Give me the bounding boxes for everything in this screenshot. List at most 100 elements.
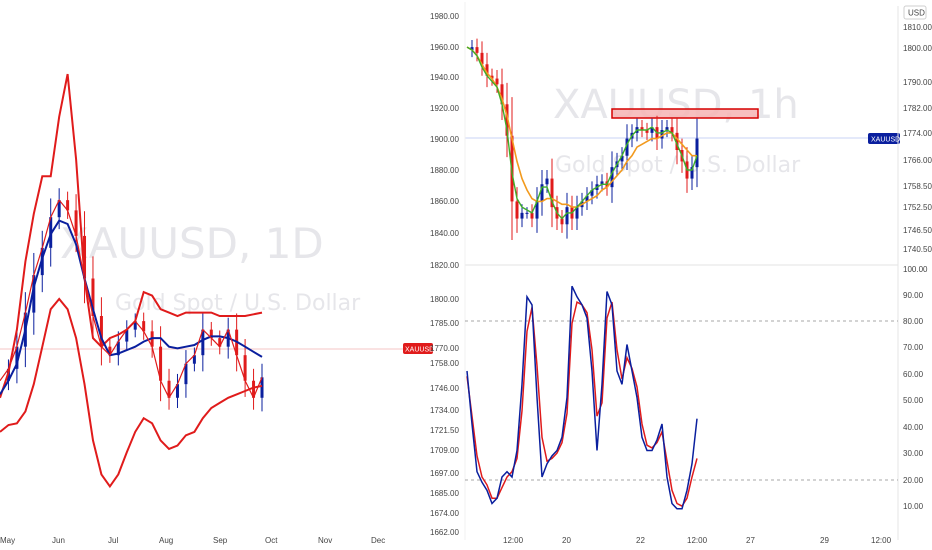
daily-candle-body <box>91 278 95 316</box>
daily-close-line <box>0 198 263 400</box>
hourly-x-tick: 29 <box>820 536 829 545</box>
right-axis-tick: 1800.00 <box>903 44 932 53</box>
hourly-candle-body <box>485 64 489 76</box>
daily-x-tick: Nov <box>318 536 332 545</box>
right-axis-tick: 40.00 <box>903 423 924 432</box>
daily-watermark: XAUUSD, 1D <box>60 219 324 268</box>
right-axis-tick: 70.00 <box>903 343 924 352</box>
hourly-candle-body <box>620 155 624 162</box>
daily-chart: XAUUSD, 1D Gold Spot / U.S. Dollar XAUUS… <box>0 73 434 545</box>
hourly-candle-body <box>675 132 679 150</box>
stoch-right-axis: 100.00 90.00 80.00 70.00 60.00 50.00 40.… <box>903 265 928 511</box>
daily-candle-body <box>83 235 87 279</box>
hourly-candle-body <box>690 167 694 179</box>
hourly-candle-body <box>625 138 629 156</box>
left-axis-tick: 1900.00 <box>430 135 459 144</box>
right-axis-tick: 1758.50 <box>903 182 932 191</box>
hourly-candle-body <box>590 190 594 196</box>
hourly-candle-body <box>665 127 669 130</box>
daily-x-tick: Oct <box>265 536 278 545</box>
hourly-candle-body <box>610 167 614 188</box>
left-axis-tick: 1840.00 <box>430 229 459 238</box>
right-axis-tick: 1766.00 <box>903 156 932 165</box>
left-axis-tick: 1960.00 <box>430 43 459 52</box>
daily-candle-body <box>243 355 247 381</box>
hourly-candle-body <box>520 212 524 219</box>
daily-candle-body <box>74 210 78 236</box>
hourly-candle-body <box>575 207 579 219</box>
hourly-candle-body <box>535 201 539 219</box>
left-axis-tick: 1662.00 <box>430 528 459 537</box>
right-axis-tick: 20.00 <box>903 476 924 485</box>
hourly-candles <box>470 38 699 240</box>
hourly-x-tick: 22 <box>636 536 645 545</box>
left-axis-tick: 1697.00 <box>430 469 459 478</box>
hourly-candle-body <box>585 195 589 202</box>
stoch-left-axis: 1800.00 1785.00 1770.00 1758.00 1746.00 … <box>430 295 459 537</box>
hourly-candle-body <box>500 84 504 105</box>
left-axis-tick: 1685.00 <box>430 489 459 498</box>
right-axis-tick: 1746.50 <box>903 226 932 235</box>
daily-candle-body <box>209 329 213 339</box>
hourly-price-badge-bg <box>868 133 900 144</box>
right-axis-tick: 90.00 <box>903 291 924 300</box>
daily-candle-body <box>167 380 171 398</box>
hourly-chart: XAUUSD, 1h Gold Spot / U.S. Dollar XAUUS… <box>430 2 932 540</box>
hourly-candle-body <box>550 178 554 208</box>
daily-candle-body <box>116 341 120 356</box>
hourly-x-axis: 12:00 20 22 12:00 27 29 12:00 <box>503 536 892 545</box>
left-axis-tick: 1734.00 <box>430 406 459 415</box>
right-axis-tick: 1752.50 <box>903 203 932 212</box>
left-axis-tick: 1940.00 <box>430 73 459 82</box>
hourly-candle-body <box>475 47 479 53</box>
daily-candle-body <box>192 355 196 364</box>
hourly-candle-body <box>530 212 534 219</box>
hourly-x-tick: 20 <box>562 536 571 545</box>
hourly-candle-body <box>600 181 604 185</box>
daily-middle-band <box>0 219 263 395</box>
left-axis-tick: 1674.00 <box>430 509 459 518</box>
hourly-candle-body <box>565 207 569 225</box>
daily-candle-body <box>159 346 163 381</box>
daily-candle-body <box>142 321 146 332</box>
daily-candle-body <box>184 363 188 385</box>
left-axis-tick: 1880.00 <box>430 166 459 175</box>
hourly-right-axis: 1810.00 1800.00 1790.00 1782.00 1774.00 … <box>903 23 932 254</box>
hourly-x-tick: 12:00 <box>687 536 708 545</box>
hourly-green-ma <box>466 46 698 220</box>
hourly-candle-body <box>670 127 674 133</box>
hourly-candle-body <box>560 218 564 225</box>
hourly-x-tick: 12:00 <box>503 536 524 545</box>
daily-x-tick: Aug <box>159 536 173 545</box>
right-axis-tick: 1774.00 <box>903 129 932 138</box>
daily-candle-body <box>108 346 112 356</box>
stochastic-pane: 1800.00 1785.00 1770.00 1758.00 1746.00 … <box>430 265 928 545</box>
daily-lower-band <box>0 297 263 489</box>
right-axis-tick: 1790.00 <box>903 78 932 87</box>
hourly-candle-body <box>640 127 644 130</box>
right-axis-tick: 1740.50 <box>903 245 932 254</box>
daily-candle-body <box>32 275 36 313</box>
left-axis-tick: 1770.00 <box>430 344 459 353</box>
stoch-d-line <box>466 300 698 508</box>
left-axis-tick: 1860.00 <box>430 197 459 206</box>
hourly-candle-body <box>540 184 544 202</box>
daily-candle-body <box>15 346 19 369</box>
daily-candle-body <box>66 200 70 211</box>
hourly-price-badge: XAUUSD <box>871 137 900 144</box>
daily-price-badge-bg <box>403 343 433 354</box>
hourly-candle-body <box>505 104 509 136</box>
hourly-candle-body <box>490 75 494 79</box>
hourly-candle-body <box>495 78 499 85</box>
daily-x-axis: May Jun Jul Aug Sep Oct Nov Dec <box>0 536 385 545</box>
daily-price-badge: XAUUSD <box>405 347 434 354</box>
daily-x-tick: May <box>0 536 15 545</box>
daily-candle-body <box>99 316 103 347</box>
right-axis-tick: 10.00 <box>903 502 924 511</box>
hourly-watermark-sub: Gold Spot / U.S. Dollar <box>555 153 801 178</box>
hourly-watermark: XAUUSD, 1h <box>553 82 799 128</box>
daily-x-tick: Jun <box>52 536 65 545</box>
currency-button[interactable] <box>903 5 927 20</box>
left-axis-tick: 1800.00 <box>430 295 459 304</box>
